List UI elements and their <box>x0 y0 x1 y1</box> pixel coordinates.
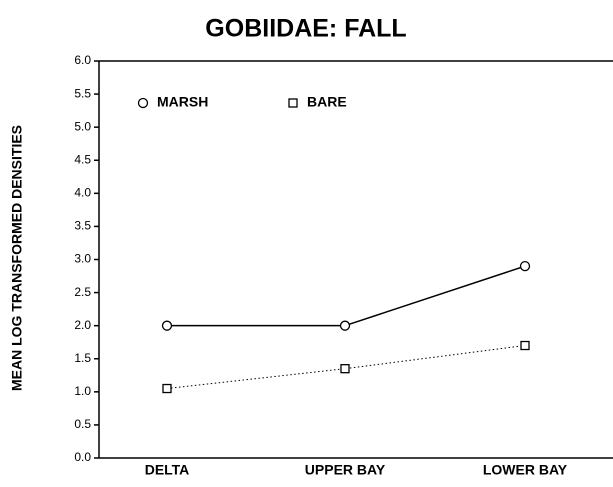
y-tick-label: 0.0 <box>74 450 91 464</box>
y-tick-label: 3.5 <box>74 219 91 233</box>
data-point <box>519 260 531 272</box>
series-line <box>166 345 526 390</box>
x-tick-label: LOWER BAY <box>483 462 568 478</box>
legend-label: BARE <box>307 94 347 110</box>
y-tick-label: 5.0 <box>74 119 91 133</box>
data-point <box>162 383 172 394</box>
y-tick-label: 0.5 <box>74 417 91 431</box>
legend-marker <box>137 97 149 109</box>
chart-title: GOBIIDAE: FALL <box>205 15 406 43</box>
y-tick-label: 3.0 <box>74 252 91 266</box>
y-axis-label: MEAN LOG TRANSFORMED DENSITIES <box>9 125 25 391</box>
y-tick-label: 6.0 <box>74 53 91 67</box>
y-tick-label: 5.5 <box>74 86 91 100</box>
legend-label: MARSH <box>157 94 208 110</box>
y-tick-label: 2.0 <box>74 318 91 332</box>
data-point <box>161 320 173 331</box>
y-tick-label: 2.5 <box>74 285 91 299</box>
data-point <box>339 320 351 331</box>
series-line <box>167 265 526 327</box>
legend-marker <box>288 98 298 108</box>
x-tick-label: DELTA <box>145 462 190 478</box>
data-point <box>520 340 530 351</box>
y-tick-label: 4.5 <box>74 152 91 166</box>
y-tick-label: 1.0 <box>74 384 91 398</box>
data-point <box>340 364 350 374</box>
y-tick-label: 1.5 <box>74 351 91 365</box>
y-tick-label: 4.0 <box>74 186 91 200</box>
x-tick-label: UPPER BAY <box>305 462 386 478</box>
